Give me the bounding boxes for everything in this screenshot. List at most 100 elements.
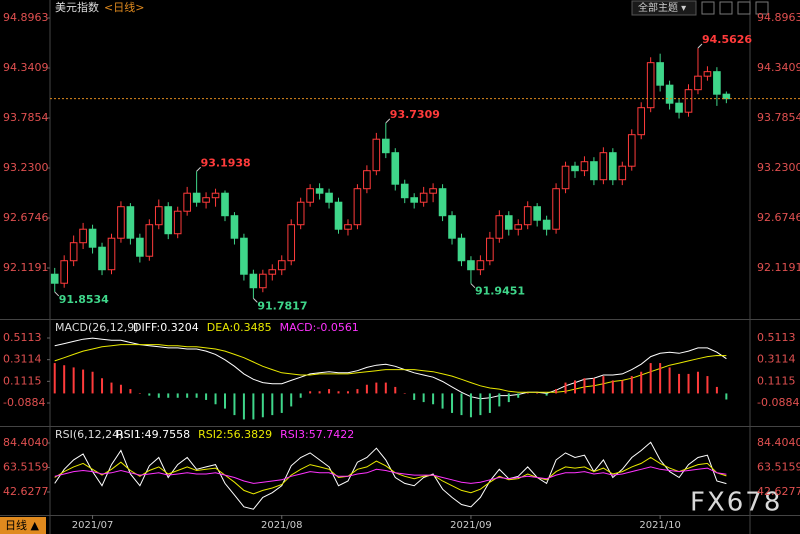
indicator-line bbox=[54, 344, 727, 393]
tool-icon[interactable] bbox=[719, 1, 733, 15]
macd-bar bbox=[659, 363, 662, 394]
indicator-line bbox=[54, 441, 727, 510]
y-tick-label: 0.3114 bbox=[3, 353, 42, 366]
macd-bar bbox=[687, 373, 690, 394]
y-tick-label: 92.1191 bbox=[3, 261, 49, 274]
theme-button-label[interactable]: 全部主题 ▾ bbox=[638, 1, 686, 14]
y-tick-label: 93.2300 bbox=[3, 161, 49, 174]
macd-bar bbox=[630, 376, 633, 394]
candle-body bbox=[457, 237, 466, 262]
macd-bar bbox=[715, 386, 718, 394]
macd-bar bbox=[403, 393, 406, 394]
macd-bar bbox=[488, 393, 491, 413]
macd-bar bbox=[696, 371, 699, 394]
macd-bar bbox=[583, 378, 586, 394]
macd-bar bbox=[384, 382, 387, 394]
y-tick-label: 84.4040 bbox=[3, 436, 49, 449]
annotation-label: 91.9451 bbox=[475, 285, 525, 298]
macd-bar bbox=[346, 391, 349, 394]
legend-entry: DEA:0.3485 bbox=[207, 321, 272, 334]
tool-icon[interactable] bbox=[737, 1, 751, 15]
indicator-line bbox=[54, 456, 727, 495]
macd-bar bbox=[526, 393, 529, 394]
candle-body bbox=[79, 228, 87, 244]
candle-body bbox=[637, 107, 646, 136]
macd-bar bbox=[517, 393, 520, 398]
macd-bar bbox=[280, 393, 283, 413]
macd-bar bbox=[602, 376, 605, 394]
macd-bar bbox=[318, 391, 321, 394]
y-tick-label: 94.8963 bbox=[757, 11, 800, 24]
macd-bar bbox=[498, 393, 501, 407]
y-tick-label: -0.0884 bbox=[3, 396, 45, 409]
macd-bar bbox=[53, 363, 56, 394]
y-tick-label: 94.3409 bbox=[757, 61, 800, 74]
macd-bar bbox=[91, 371, 94, 394]
macd-bar bbox=[479, 393, 482, 416]
macd-bar bbox=[337, 391, 340, 394]
candle-body bbox=[722, 93, 731, 100]
y-tick-label: 42.6277 bbox=[757, 485, 800, 498]
candle-body bbox=[400, 183, 409, 199]
y-tick-label: 94.8963 bbox=[3, 11, 49, 24]
candle-body bbox=[438, 188, 447, 217]
y-tick-label: 92.6746 bbox=[3, 211, 49, 224]
candle-body bbox=[609, 152, 617, 181]
period-button-label[interactable]: 日线 ▲ bbox=[5, 518, 39, 532]
candle-body bbox=[306, 188, 314, 203]
y-tick-label: 93.7854 bbox=[757, 111, 800, 124]
macd-bar bbox=[469, 393, 472, 418]
y-tick-label: 93.7854 bbox=[3, 111, 49, 124]
macd-bar bbox=[195, 393, 198, 398]
y-tick-label: 0.1115 bbox=[3, 374, 42, 387]
candle-body bbox=[107, 237, 116, 271]
tool-icon[interactable] bbox=[701, 1, 715, 15]
macd-bar bbox=[555, 389, 558, 394]
theme-button[interactable] bbox=[631, 0, 697, 16]
macd-bar bbox=[205, 393, 208, 400]
macd-bar bbox=[233, 393, 236, 416]
macd-bar bbox=[110, 382, 113, 394]
period-button[interactable] bbox=[0, 517, 46, 534]
candle-body bbox=[476, 260, 485, 271]
macd-bar bbox=[564, 382, 567, 394]
macd-bar bbox=[157, 393, 160, 398]
candle-body bbox=[183, 192, 191, 212]
legend-entry: RSI1:49.7558 bbox=[116, 428, 190, 441]
macd-bar bbox=[290, 393, 293, 407]
candle-body bbox=[542, 219, 551, 230]
candle-body bbox=[60, 260, 69, 284]
annotation-pointer bbox=[385, 118, 391, 124]
macd-bar bbox=[451, 393, 454, 413]
candle-body bbox=[448, 215, 456, 239]
y-tick-label: 63.5159 bbox=[757, 460, 800, 473]
macd-bar bbox=[167, 393, 170, 398]
chart-title: 美元指数 bbox=[55, 0, 99, 14]
macd-bar bbox=[545, 393, 548, 396]
candle-body bbox=[126, 206, 135, 239]
y-tick-label: 63.5159 bbox=[3, 460, 49, 473]
candle-body bbox=[504, 215, 513, 230]
candle-body bbox=[684, 89, 693, 113]
macd-bar bbox=[375, 382, 378, 394]
macd-bar bbox=[176, 393, 179, 398]
macd-bar bbox=[101, 378, 104, 394]
macd-bar bbox=[299, 393, 302, 398]
annotation-label: 94.5626 bbox=[702, 33, 752, 46]
macd-bar bbox=[82, 369, 85, 394]
tool-icon[interactable] bbox=[755, 1, 769, 15]
candle-body bbox=[495, 215, 504, 239]
macd-bar bbox=[640, 371, 643, 394]
candle-body bbox=[429, 188, 437, 194]
macd-bar bbox=[242, 393, 245, 420]
macd-bar bbox=[611, 380, 614, 394]
annotation-pointer bbox=[196, 166, 201, 172]
annotation-pointer bbox=[470, 283, 476, 289]
legend-entry: RSI3:57.7422 bbox=[280, 428, 354, 441]
candle-body bbox=[580, 161, 589, 172]
candle-body bbox=[656, 62, 664, 86]
macd-bar bbox=[356, 389, 359, 394]
y-tick-label: 94.3409 bbox=[3, 61, 49, 74]
macd-bar bbox=[252, 393, 255, 420]
